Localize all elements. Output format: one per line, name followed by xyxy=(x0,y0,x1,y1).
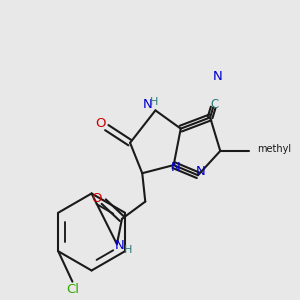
Text: H: H xyxy=(124,244,133,255)
Text: O: O xyxy=(91,192,101,205)
Text: N: N xyxy=(213,70,223,83)
Text: Cl: Cl xyxy=(67,283,80,296)
Text: N: N xyxy=(143,98,153,111)
Text: H: H xyxy=(150,97,159,107)
Text: N: N xyxy=(171,161,181,174)
Text: O: O xyxy=(95,118,105,130)
Text: N: N xyxy=(196,165,206,178)
Text: N: N xyxy=(115,239,125,252)
Text: methyl: methyl xyxy=(257,144,291,154)
Text: C: C xyxy=(211,98,219,111)
